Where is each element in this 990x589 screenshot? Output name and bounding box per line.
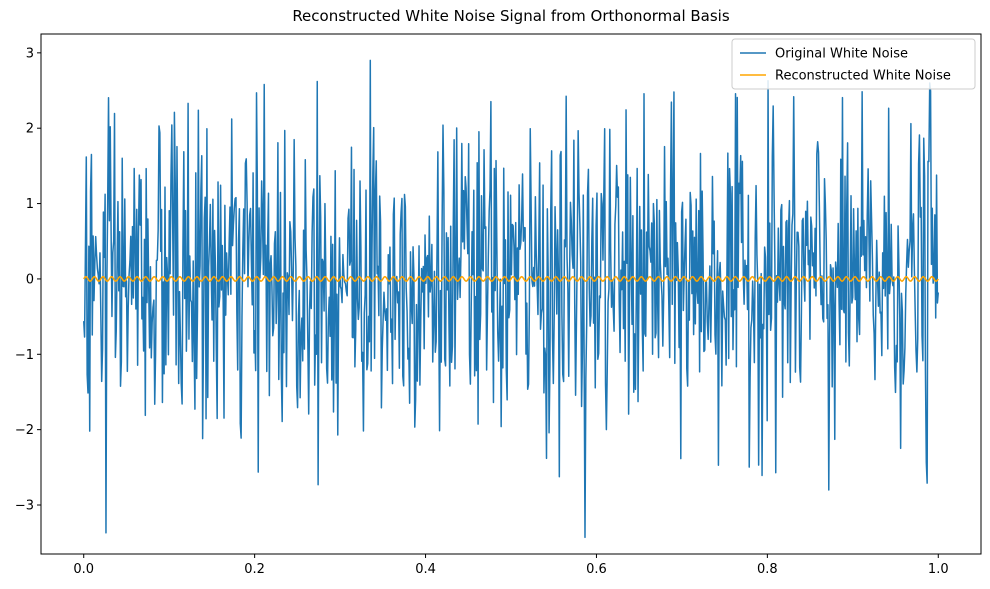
series-layer — [82, 59, 940, 539]
series-line-reconstructed — [83, 275, 939, 283]
y-tick-label: 3 — [26, 46, 34, 61]
x-tick-label: 0.6 — [586, 562, 607, 577]
y-tick-label: −1 — [15, 348, 34, 363]
legend-label: Reconstructed White Noise — [775, 69, 951, 84]
x-axis: 0.0 0.2 0.4 0.6 0.8 1.0 — [73, 554, 949, 577]
legend-box — [731, 38, 976, 90]
y-axis: −3 −2 −1 0 1 2 3 — [15, 46, 41, 514]
legend-label: Original White Noise — [775, 47, 908, 62]
x-tick-label: 0.0 — [73, 562, 94, 577]
y-tick-label: −3 — [15, 499, 34, 514]
x-tick-label: 0.4 — [415, 562, 436, 577]
x-tick-label: 0.2 — [244, 562, 265, 577]
series-line-original — [82, 59, 940, 539]
y-tick-label: 1 — [26, 197, 34, 212]
y-tick-label: 0 — [26, 272, 34, 287]
x-tick-label: 1.0 — [928, 562, 949, 577]
y-tick-label: −2 — [15, 423, 34, 438]
plot-frame — [40, 33, 982, 555]
y-tick-label: 2 — [26, 122, 34, 137]
x-tick-label: 0.8 — [757, 562, 778, 577]
chart-title: Reconstructed White Noise Signal from Or… — [292, 7, 730, 25]
legend: Original White Noise Reconstructed White … — [731, 38, 976, 90]
